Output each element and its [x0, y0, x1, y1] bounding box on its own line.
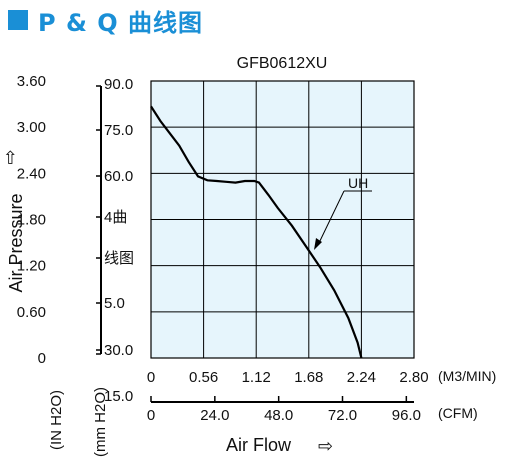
y-tick-label: 1.80	[17, 212, 46, 229]
right-arrow-icon: ⇨	[318, 436, 333, 456]
page-title: P & Q 曲线图	[38, 8, 203, 37]
pq-curve-uh	[150, 105, 363, 359]
x-unit-label: (M3/MIN)	[438, 368, 496, 384]
x-tick-label: 0	[147, 369, 155, 386]
x-tick-label: 2.80	[399, 369, 428, 386]
y2-tick-label: 15.0	[104, 388, 133, 405]
y2-tick-label: 5.0	[104, 295, 125, 312]
y-tick-label: 0.60	[17, 304, 46, 321]
up-arrow-icon: ⇨	[0, 149, 20, 164]
y2-tick-label: 60.0	[104, 168, 133, 185]
x-axis-label: Air Flow	[226, 435, 292, 455]
y-axis-label: Air Pressure	[6, 193, 26, 292]
uh-arrow-icon	[314, 238, 322, 250]
uh-leader-line-diag	[317, 190, 345, 246]
y-unit-label: (IN H2O)	[48, 390, 65, 450]
y2-tick-label: 4曲	[104, 209, 127, 226]
y-tick-label: 3.00	[17, 119, 46, 136]
x-tick-label: 1.12	[242, 369, 271, 386]
y2-tick-label: 线图	[104, 250, 134, 267]
x-tick-label: 1.68	[294, 369, 323, 386]
grid	[151, 81, 414, 358]
chart-title: GFB0612XU	[237, 55, 328, 72]
x2-unit-label: (CFM)	[438, 405, 478, 421]
x-tick-label: 0.56	[189, 369, 218, 386]
y2-tick-label: 75.0	[104, 122, 133, 139]
x2-tick-label: 48.0	[264, 407, 293, 424]
y2-tick-label: 90.0	[104, 76, 133, 93]
header: P & Q 曲线图	[8, 4, 203, 37]
y-tick-label: 1.20	[17, 258, 46, 275]
series-label-uh: UH	[348, 175, 368, 191]
square-bullet-icon	[8, 10, 28, 30]
x2-tick-label: 0	[147, 407, 155, 424]
x2-tick-label: 24.0	[200, 407, 229, 424]
x2-tick-label: 72.0	[328, 407, 357, 424]
x-tick-label: 2.24	[347, 369, 376, 386]
y2-tick-label: 30.0	[104, 342, 133, 359]
axis-ticks: 0 0.60 1.20 1.80 2.40 3.00 3.60 15.0 30.0 5.0 线图 4曲…	[17, 73, 429, 424]
y-tick-label: 2.40	[17, 165, 46, 182]
y-tick-label: 3.60	[17, 73, 46, 90]
y-tick-label: 0	[38, 350, 46, 367]
y2-unit-label: (mm H2O)	[92, 387, 109, 457]
x2-tick-label: 96.0	[392, 407, 421, 424]
